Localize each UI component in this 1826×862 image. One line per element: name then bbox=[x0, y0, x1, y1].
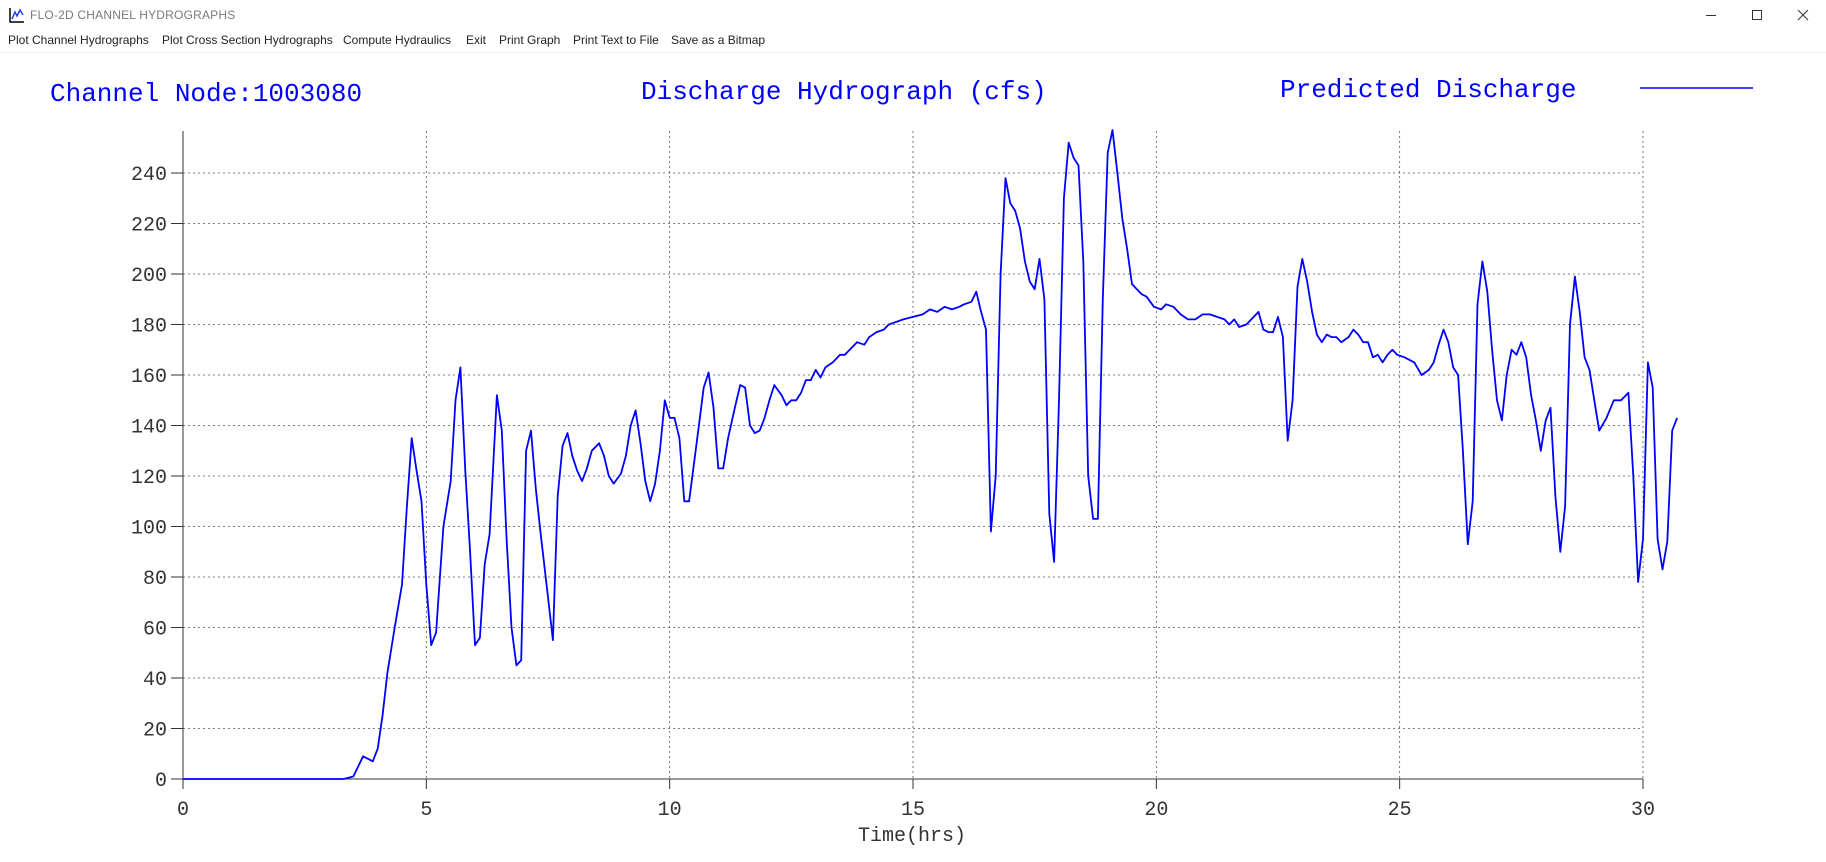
y-tick-label: 80 bbox=[143, 568, 167, 591]
x-tick-label: 25 bbox=[1388, 799, 1412, 822]
maximize-button[interactable] bbox=[1734, 0, 1780, 30]
x-tick-label: 20 bbox=[1144, 799, 1168, 822]
hydrograph-plot: Channel Node:1003080 Discharge Hydrograp… bbox=[50, 75, 1753, 848]
x-tick-label: 10 bbox=[658, 799, 682, 822]
y-tick-label: 120 bbox=[131, 467, 167, 490]
series-predicted-discharge bbox=[183, 129, 1678, 780]
y-tick-label: 100 bbox=[131, 518, 167, 541]
series-layer bbox=[183, 129, 1678, 780]
legend-label: Predicted Discharge bbox=[1280, 75, 1576, 105]
y-tick-label: 220 bbox=[131, 215, 167, 238]
y-tick-label: 200 bbox=[131, 265, 167, 288]
tick-label-layer: 0 20 40 60 80 100 120 140 160 180 200 220 240 0 5 10 15 2… bbox=[131, 164, 1655, 822]
menu-print-graph[interactable]: Print Graph bbox=[499, 33, 561, 47]
close-icon bbox=[1797, 9, 1809, 21]
y-tick-label: 20 bbox=[143, 720, 167, 743]
window-title: FLO-2D CHANNEL HYDROGRAPHS bbox=[30, 8, 236, 22]
x-tick-label: 30 bbox=[1631, 799, 1655, 822]
channel-node-label: Channel Node:1003080 bbox=[50, 79, 362, 109]
minimize-button[interactable] bbox=[1688, 0, 1734, 30]
y-tick-label: 240 bbox=[131, 164, 167, 187]
x-axis-label: Time(hrs) bbox=[858, 825, 966, 848]
menu-compute-hydraulics[interactable]: Compute Hydraulics bbox=[343, 33, 452, 47]
maximize-icon bbox=[1752, 10, 1762, 20]
app-icon bbox=[9, 8, 24, 23]
menu-print-text-to-file[interactable]: Print Text to File bbox=[573, 33, 659, 47]
axis-layer bbox=[171, 131, 1644, 789]
menu-exit[interactable]: Exit bbox=[466, 33, 487, 47]
y-tick-label: 40 bbox=[143, 669, 167, 692]
grid-layer bbox=[183, 131, 1644, 779]
x-tick-label: 5 bbox=[420, 799, 432, 822]
y-tick-label: 0 bbox=[155, 770, 167, 793]
y-tick-label: 180 bbox=[131, 316, 167, 339]
chart-title: Discharge Hydrograph (cfs) bbox=[641, 77, 1047, 107]
x-tick-label: 15 bbox=[901, 799, 925, 822]
y-tick-label: 60 bbox=[143, 619, 167, 642]
x-tick-label: 0 bbox=[177, 799, 189, 822]
menu-plot-channel-hydrographs[interactable]: Plot Channel Hydrographs bbox=[8, 33, 149, 47]
y-tick-label: 160 bbox=[131, 366, 167, 389]
minimize-icon bbox=[1706, 15, 1716, 16]
close-button[interactable] bbox=[1780, 0, 1826, 30]
menu-plot-cross-section-hydrographs[interactable]: Plot Cross Section Hydrographs bbox=[162, 33, 333, 47]
y-tick-label: 140 bbox=[131, 417, 167, 440]
menu-save-as-bitmap[interactable]: Save as a Bitmap bbox=[671, 33, 766, 47]
menu-bar: Plot Channel Hydrographs Plot Cross Sect… bbox=[0, 30, 1826, 53]
title-bar: FLO-2D CHANNEL HYDROGRAPHS bbox=[0, 0, 1826, 30]
